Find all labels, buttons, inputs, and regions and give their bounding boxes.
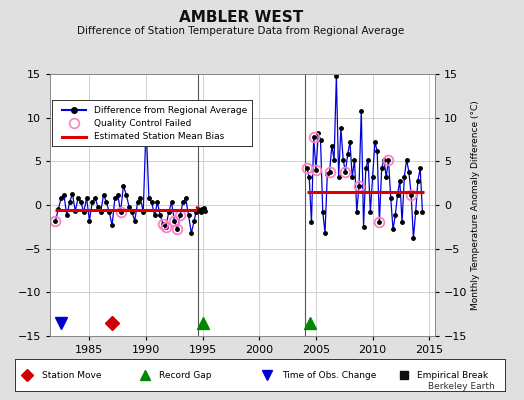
Y-axis label: Monthly Temperature Anomaly Difference (°C): Monthly Temperature Anomaly Difference (… [472, 100, 481, 310]
Text: AMBLER WEST: AMBLER WEST [179, 10, 303, 25]
Text: Record Gap: Record Gap [159, 371, 212, 380]
Text: Estimated Station Mean Bias: Estimated Station Mean Bias [94, 132, 224, 141]
Text: Station Move: Station Move [41, 371, 101, 380]
Text: Difference of Station Temperature Data from Regional Average: Difference of Station Temperature Data f… [78, 26, 405, 36]
Text: Time of Obs. Change: Time of Obs. Change [282, 371, 376, 380]
Text: Quality Control Failed: Quality Control Failed [94, 118, 192, 128]
Text: Berkeley Earth: Berkeley Earth [429, 382, 495, 391]
Text: Difference from Regional Average: Difference from Regional Average [94, 106, 247, 115]
Text: Empirical Break: Empirical Break [418, 371, 488, 380]
